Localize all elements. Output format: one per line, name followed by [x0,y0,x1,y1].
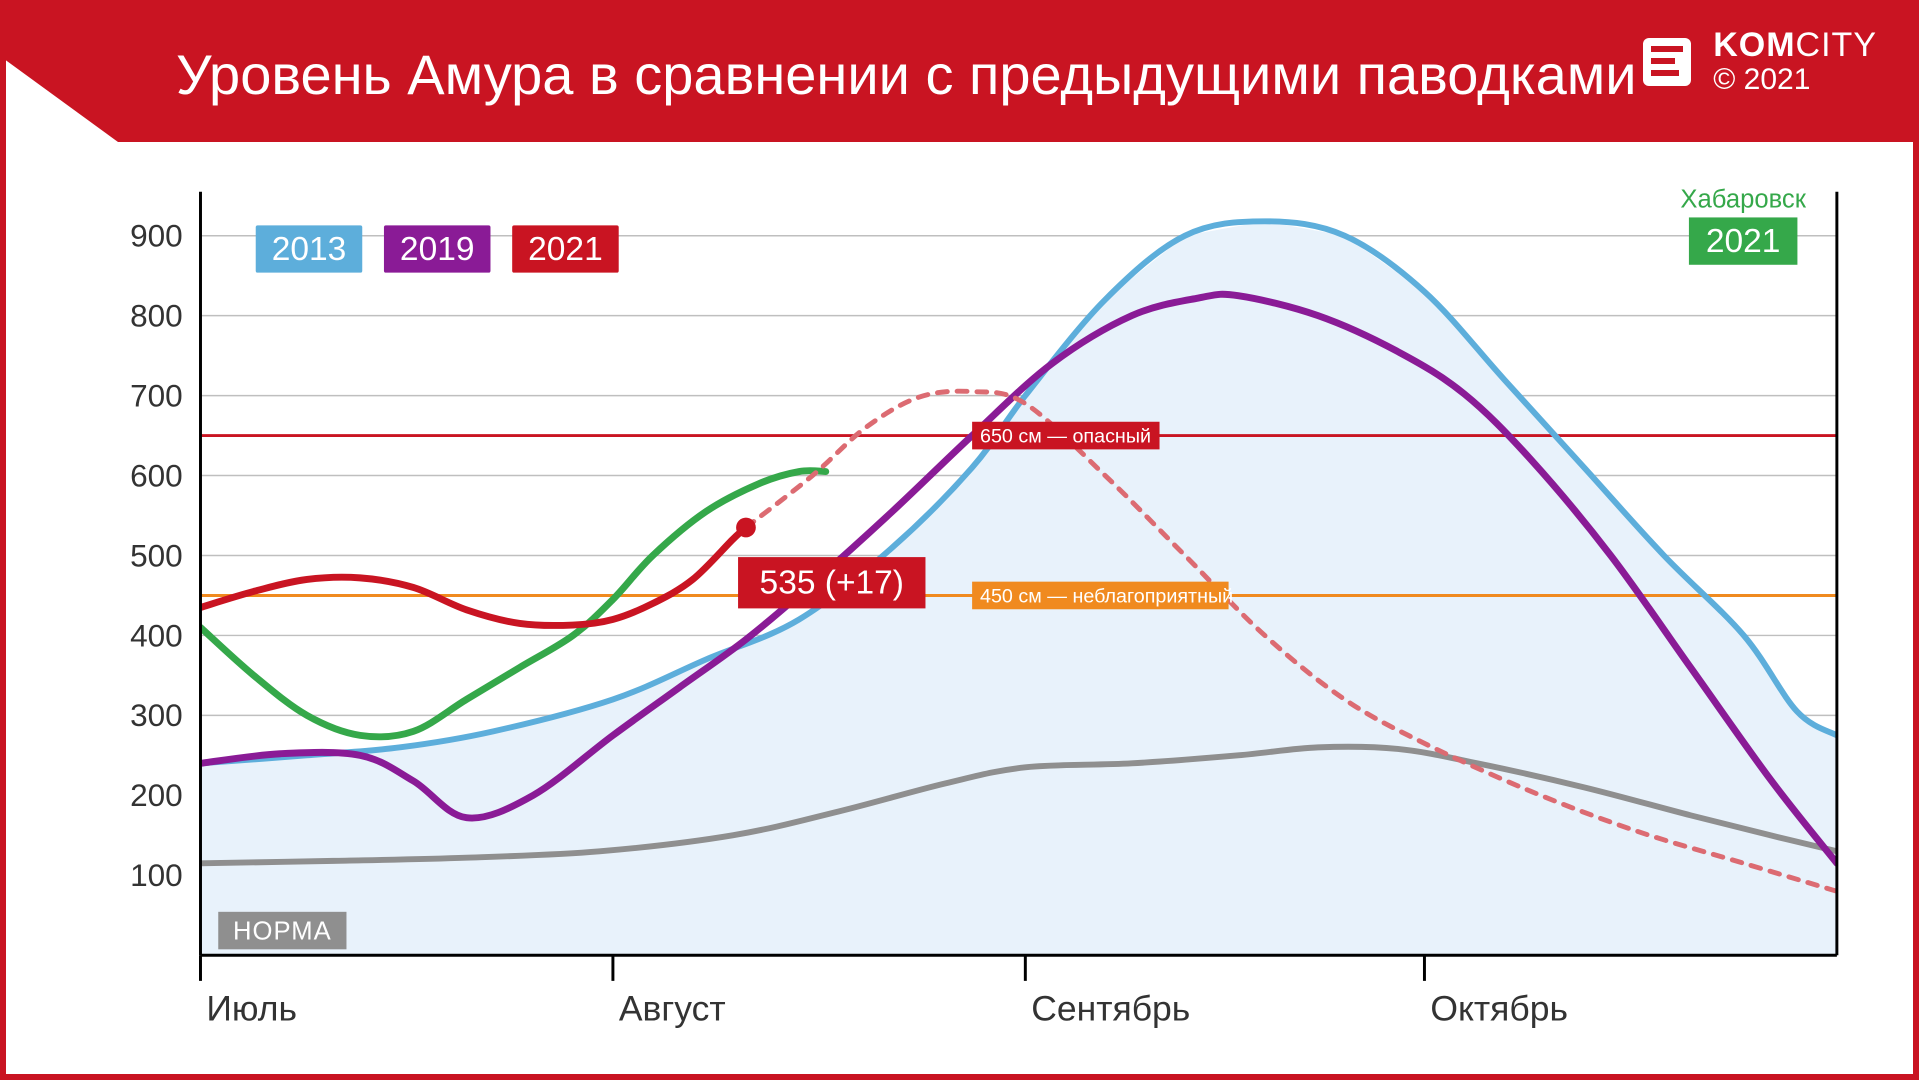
norma-text: НОРМА [233,917,332,945]
brand-name: KOMCITY [1713,28,1877,64]
x-tick-label: Октябрь [1430,988,1568,1028]
header-bar: Уровень Амура в сравнении с предыдущими … [6,6,1913,142]
svg-text:2013: 2013 [272,231,347,268]
brand-copyright: © 2021 [1713,64,1877,96]
y-tick-label: 700 [130,377,183,413]
x-tick-label: Сентябрь [1031,988,1190,1028]
y-tick-label: 400 [130,617,183,653]
x-tick-label: Июль [206,988,297,1028]
infographic-frame: Уровень Амура в сравнении с предыдущими … [0,0,1919,1080]
y-tick-label: 900 [130,218,183,254]
brand-text: KOMCITY © 2021 [1713,28,1877,95]
header-title: Уровень Амура в сравнении с предыдущими … [176,42,1637,107]
y-tick-label: 600 [130,457,183,493]
svg-text:2019: 2019 [400,231,475,268]
y-tick-label: 800 [130,297,183,333]
legend-chip: 2013 [256,225,363,272]
brand-block: KOMCITY © 2021 [1637,28,1877,95]
khabarovsk-label: Хабаровск [1680,186,1806,214]
chart-svg: 100 200 300 400 500 600 700 800 900 535 (+17) 650 … [56,176,1863,1044]
threshold-label-text: 650 см — опасный [980,425,1151,447]
callout-text: 535 (+17) [760,565,904,602]
legend-chip: 2019 [384,225,491,272]
brand-icon [1637,32,1697,92]
brand-name-light: CITY [1796,26,1877,64]
y-tick-label: 100 [130,857,183,893]
threshold-label-text: 450 см — неблагоприятный [980,585,1233,607]
chart-container: 100 200 300 400 500 600 700 800 900 535 (+17) 650 … [56,176,1863,1044]
callout-dot [736,518,756,538]
y-tick-label: 500 [130,537,183,573]
svg-text:2021: 2021 [528,231,603,268]
legend-chip: 2021 [512,225,619,272]
x-tick-label: Август [619,988,726,1028]
y-tick-label: 200 [130,777,183,813]
brand-name-bold: KOM [1713,26,1795,64]
y-tick-label: 300 [130,697,183,733]
khabarovsk-chip-text: 2021 [1706,223,1781,260]
